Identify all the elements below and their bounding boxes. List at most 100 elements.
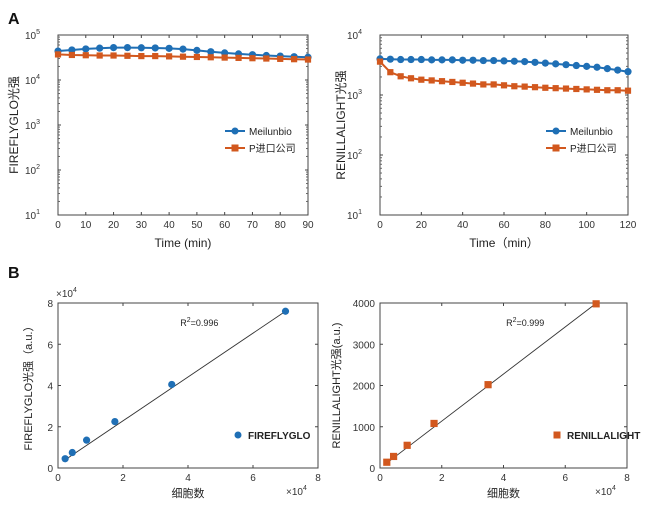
data-point [166, 53, 173, 60]
data-point [124, 52, 131, 59]
data-point [137, 44, 145, 52]
y-tick-label: 104 [25, 74, 40, 87]
data-point [604, 87, 611, 94]
data-point [151, 44, 159, 52]
y-tick-label: 102 [347, 149, 362, 162]
data-point [207, 48, 215, 56]
y-multiplier: ×104 [56, 287, 77, 300]
data-point [583, 86, 590, 93]
data-point [82, 45, 90, 53]
legend-marker [234, 431, 242, 439]
y-tick-label: 4000 [353, 299, 376, 310]
chart-b-right: 0 2 4 6 8 0 1000 2000 3000 4000 ×104 细胞数 RENILLALIGH… [329, 299, 640, 500]
data-point [96, 52, 103, 59]
data-point [235, 54, 242, 61]
y-tick-label: 1000 [353, 423, 376, 434]
x-tick-label: 20 [108, 220, 120, 231]
data-point [428, 77, 435, 84]
legend-marker [552, 144, 560, 152]
chart-a-right: 0 20 40 60 80 100 120 101 102 103 104 Time（min） RENI… [334, 29, 637, 250]
y-tick-label: 2 [47, 423, 53, 434]
data-point [68, 448, 76, 457]
data-point [624, 87, 632, 94]
data-point [54, 51, 62, 58]
data-point [109, 43, 118, 52]
data-point [614, 66, 622, 74]
x-axis-label: Time (min) [155, 236, 212, 250]
data-point [165, 44, 173, 52]
legend-marker [231, 127, 239, 135]
data-point [593, 63, 601, 71]
data-point [521, 58, 529, 66]
r-squared-annotation: R2=0.999 [506, 317, 544, 328]
x-tick-label: 40 [164, 220, 176, 231]
x-tick-label: 80 [540, 220, 552, 231]
x-tick-label: 8 [624, 473, 630, 484]
data-point [459, 79, 466, 86]
data-point [397, 73, 404, 80]
legend: RENILLALIGHT [553, 431, 640, 442]
y-tick-label: 6 [47, 340, 53, 351]
data-point [389, 452, 398, 461]
legend-label: P进口公司 [249, 143, 296, 155]
data-point [531, 58, 539, 66]
legend: Meilunbio P进口公司 [225, 127, 296, 155]
data-point [624, 68, 632, 76]
data-point [397, 55, 405, 64]
y-axis-label: FIREFLYGLO光强（a.u.） [21, 321, 35, 451]
x-tick-label: 60 [498, 220, 510, 231]
x-multiplier: ×104 [286, 485, 307, 498]
data-point [438, 56, 446, 64]
x-axis-label: 细胞数 [172, 487, 205, 500]
x-tick-label: 6 [250, 473, 256, 484]
data-point [221, 54, 228, 61]
x-multiplier: ×104 [595, 485, 616, 498]
legend: Meilunbio P进口公司 [546, 127, 617, 155]
data-point [281, 307, 290, 315]
x-tick-label: 6 [562, 473, 568, 484]
data-point [510, 57, 518, 65]
data-point [603, 65, 611, 73]
data-point [428, 56, 436, 64]
data-point [417, 55, 425, 64]
x-tick-label: 0 [377, 473, 383, 484]
y-tick-label: 101 [347, 209, 362, 222]
data-point [592, 300, 600, 308]
data-point [469, 80, 477, 87]
data-point [376, 58, 384, 65]
data-point [583, 62, 591, 70]
x-tick-label: 4 [501, 473, 507, 484]
data-point [110, 52, 117, 59]
data-point [407, 75, 415, 82]
y-tick-label: 0 [369, 464, 375, 475]
data-point [249, 55, 256, 62]
panel-label-b: B [8, 265, 20, 282]
x-tick-label: 0 [55, 220, 61, 231]
y-tick-label: 102 [25, 164, 40, 177]
data-point [552, 60, 560, 68]
x-tick-label: 60 [219, 220, 231, 231]
data-point [562, 85, 570, 92]
y-tick-label: 104 [347, 29, 362, 42]
y-tick-label: 105 [25, 29, 40, 42]
y-tick-label: 8 [47, 299, 53, 310]
data-point [562, 61, 570, 69]
legend: FIREFLYGLO [234, 431, 311, 442]
data-point [168, 380, 176, 389]
data-point [291, 56, 298, 63]
data-point [304, 56, 312, 63]
data-point [500, 82, 508, 89]
x-tick-label: 50 [191, 220, 203, 231]
x-tick-label: 70 [247, 220, 259, 231]
x-tick-label: 0 [377, 220, 383, 231]
r-squared-annotation: R2=0.996 [180, 317, 218, 328]
legend-label: P进口公司 [570, 143, 617, 155]
data-point [61, 455, 69, 463]
plot-frame [379, 302, 628, 469]
x-tick-label: 120 [620, 220, 637, 231]
data-point [263, 55, 270, 62]
x-axis-label: 细胞数 [487, 487, 520, 500]
data-point [469, 56, 477, 64]
x-tick-label: 0 [55, 473, 61, 484]
